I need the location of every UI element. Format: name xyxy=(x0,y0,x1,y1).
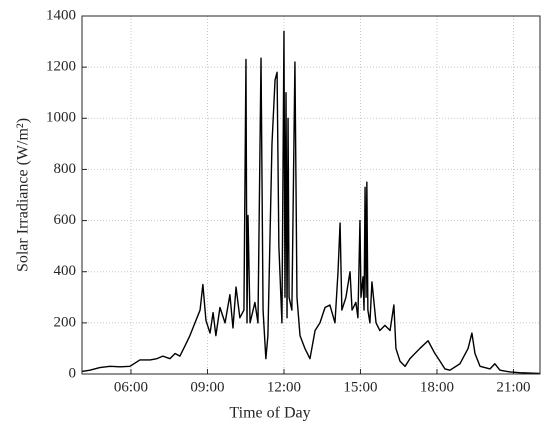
y-tick-label: 400 xyxy=(54,263,77,279)
x-tick-label: 09:00 xyxy=(190,379,224,395)
x-tick-label: 15:00 xyxy=(343,379,377,395)
y-tick-label: 800 xyxy=(54,161,77,177)
y-tick-label: 1200 xyxy=(46,59,76,75)
y-tick-label: 1000 xyxy=(46,110,76,126)
x-tick-label: 21:00 xyxy=(496,379,530,395)
data-line xyxy=(81,30,541,375)
plot-area xyxy=(82,16,540,374)
y-tick-label: 200 xyxy=(54,314,77,330)
x-axis-label: Time of Day xyxy=(229,405,310,422)
x-tick-label: 18:00 xyxy=(420,379,454,395)
plot-frame xyxy=(81,15,541,375)
y-tick-label: 600 xyxy=(54,212,77,228)
y-axis-label: Solar Irradiance (W/m²) xyxy=(15,118,32,272)
y-tick-label: 0 xyxy=(69,365,77,381)
x-tick-label: 12:00 xyxy=(267,379,301,395)
y-tick-label: 1400 xyxy=(46,7,76,23)
x-tick-label: 06:00 xyxy=(114,379,148,395)
